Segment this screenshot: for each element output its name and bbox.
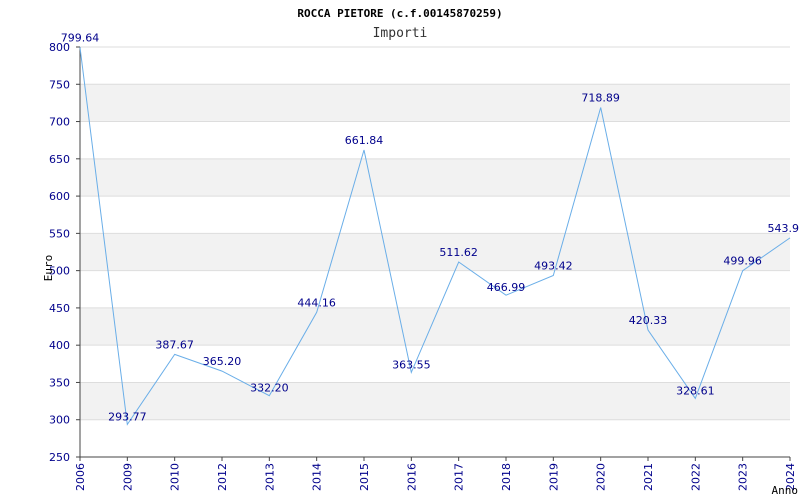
grid-band [80, 84, 790, 122]
data-label: 363.55 [392, 358, 431, 371]
data-label: 511.62 [439, 246, 478, 259]
data-label: 466.99 [487, 281, 526, 294]
grid-lines [76, 46, 790, 458]
data-label: 799.64 [61, 31, 100, 44]
y-tick-label: 500 [49, 265, 70, 278]
x-tick-label: 2021 [642, 463, 655, 491]
data-label: 543.9 [768, 222, 800, 235]
y-tick-label: 400 [49, 339, 70, 352]
x-tick-label: 2018 [500, 463, 513, 491]
series-line [79, 47, 791, 426]
x-tick-label: 2016 [405, 463, 418, 491]
x-tick-label: 2010 [169, 463, 182, 491]
y-tick-label: 800 [49, 41, 70, 54]
data-labels: 799.64 293.77 387.67 365.20 332.20 444.16 661.… [61, 31, 799, 423]
grid-band [80, 382, 790, 420]
data-label: 718.89 [581, 91, 620, 104]
y-tick-label: 250 [49, 451, 70, 464]
y-tick-label: 550 [49, 227, 70, 240]
x-tick-label: 2019 [547, 463, 560, 491]
data-label: 444.16 [297, 296, 336, 309]
x-tick-label: 2009 [121, 463, 134, 491]
y-tick-label: 750 [49, 78, 70, 91]
x-tick-labels: 2006 2009 2010 2012 2013 2014 2015 2016 2017 2018… [74, 457, 797, 491]
x-axis-label: Anno [772, 484, 799, 497]
data-label: 420.33 [629, 314, 668, 327]
data-label: 293.77 [108, 410, 147, 423]
y-tick-label: 350 [49, 376, 70, 389]
chart-subtitle: Importi [373, 26, 428, 41]
x-tick-label: 2022 [689, 463, 702, 491]
x-tick-label: 2014 [311, 463, 324, 491]
y-tick-label: 600 [49, 190, 70, 203]
y-axis-label: Euro [42, 255, 55, 282]
x-tick-label: 2020 [595, 463, 608, 491]
chart-title: ROCCA PIETORE (c.f.00145870259) [297, 7, 502, 20]
data-label: 387.67 [155, 338, 194, 351]
x-tick-label: 2012 [216, 463, 229, 491]
x-tick-label: 2006 [74, 463, 87, 491]
y-tick-label: 650 [49, 153, 70, 166]
grid-band [80, 233, 790, 271]
x-tick-label: 2013 [263, 463, 276, 491]
y-tick-label: 450 [49, 302, 70, 315]
data-label: 499.96 [723, 255, 762, 268]
data-label: 661.84 [345, 134, 384, 147]
x-tick-label: 2017 [453, 463, 466, 491]
y-tick-label: 300 [49, 414, 70, 427]
data-label: 493.42 [534, 260, 573, 273]
x-tick-label: 2023 [737, 463, 750, 491]
x-tick-label: 2015 [358, 463, 371, 491]
y-tick-label: 700 [49, 116, 70, 129]
data-label: 328.61 [676, 384, 715, 397]
grid-bands [80, 84, 790, 420]
x-tick-label: 2024 [784, 463, 797, 491]
grid-band [80, 307, 790, 346]
y-tick-labels: 250 300 350 400 450 500 550 600 650 700 750 800 [49, 41, 70, 464]
grid-band [80, 158, 790, 197]
data-label: 365.20 [203, 355, 242, 368]
data-label: 332.20 [250, 382, 289, 395]
